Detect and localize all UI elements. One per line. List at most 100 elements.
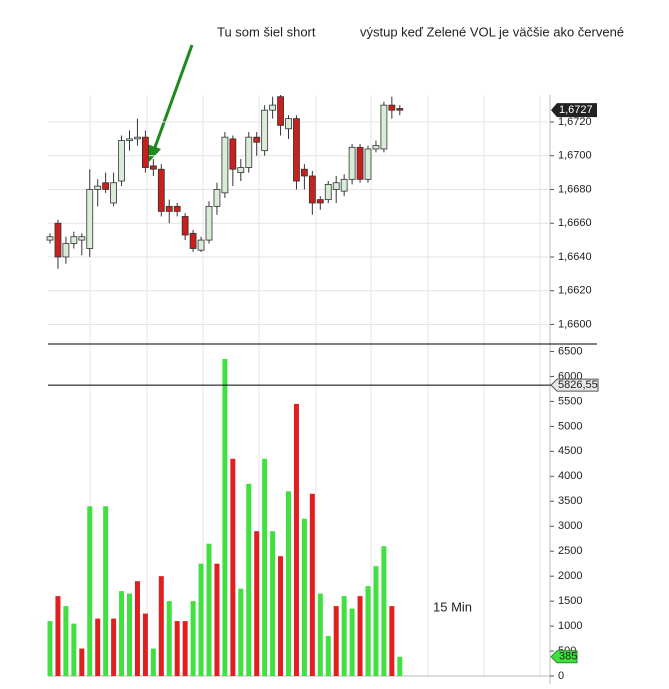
level-label: 5826,55 bbox=[558, 379, 598, 391]
candle-body bbox=[332, 182, 340, 190]
y-tick-label: 1,6680 bbox=[558, 183, 592, 195]
y-tick-label: 2500 bbox=[558, 545, 582, 557]
volume-bar bbox=[150, 648, 156, 676]
last-volume-marker bbox=[550, 650, 578, 664]
candle-body bbox=[396, 108, 404, 111]
last-price-marker bbox=[551, 103, 597, 118]
last-price-label: 1,6727 bbox=[559, 104, 593, 116]
candle-body bbox=[380, 104, 388, 150]
candle-body bbox=[46, 236, 54, 241]
candle-body bbox=[213, 189, 221, 207]
candle-body bbox=[261, 109, 269, 152]
volume-bar bbox=[365, 586, 371, 676]
volume-bar bbox=[349, 608, 355, 676]
candle-body bbox=[205, 205, 213, 241]
candle-body bbox=[189, 232, 197, 249]
candle-body bbox=[118, 140, 125, 182]
volume-bar bbox=[389, 606, 395, 676]
volume-bar bbox=[71, 623, 77, 676]
y-tick-label: 3500 bbox=[558, 495, 582, 507]
candle-body bbox=[149, 165, 157, 170]
volume-bar bbox=[381, 546, 387, 676]
annotation: výstup keď Zelené VOL je väčšie ako červ… bbox=[360, 24, 624, 39]
y-tick-label: 0 bbox=[558, 670, 564, 682]
candle-body bbox=[221, 136, 229, 194]
volume-bar bbox=[127, 593, 132, 676]
candle-body bbox=[126, 138, 133, 141]
volume-bar bbox=[111, 618, 117, 676]
candle-body bbox=[364, 148, 372, 180]
volume-bar bbox=[190, 601, 196, 676]
y-tick-label: 4000 bbox=[558, 470, 582, 482]
volume-bar bbox=[238, 588, 244, 676]
candle-body bbox=[197, 239, 205, 251]
volume-bar bbox=[174, 621, 180, 676]
volume-bar bbox=[134, 581, 140, 676]
volume-bar bbox=[79, 648, 85, 676]
candle-body bbox=[181, 216, 189, 236]
candle-body bbox=[388, 104, 396, 111]
candle-body bbox=[229, 138, 237, 170]
y-tick-label: 4500 bbox=[558, 445, 582, 457]
volume-bar bbox=[309, 493, 315, 676]
volume-bar bbox=[119, 591, 125, 676]
y-tick-label: 1500 bbox=[558, 595, 582, 607]
volume-bar bbox=[373, 566, 379, 676]
candle-body bbox=[316, 199, 324, 204]
arrow bbox=[152, 44, 194, 151]
candle-body bbox=[157, 168, 165, 212]
volume-bar bbox=[47, 621, 53, 676]
candle-body bbox=[324, 184, 332, 200]
volume-bar bbox=[166, 601, 172, 676]
volume-bar bbox=[317, 593, 323, 676]
candle-body bbox=[54, 222, 62, 258]
volume-bar bbox=[182, 621, 188, 676]
y-tick-label: 5000 bbox=[558, 420, 582, 432]
volume-bar bbox=[230, 458, 236, 676]
candle-body bbox=[134, 136, 141, 140]
candle-body bbox=[173, 205, 181, 212]
volume-bar bbox=[246, 483, 252, 676]
y-tick-label: 1,6700 bbox=[558, 150, 592, 162]
candle-body bbox=[102, 182, 110, 190]
y-tick-label: 1,6620 bbox=[558, 285, 592, 297]
y-tick-label: 1,6640 bbox=[558, 251, 592, 263]
y-tick-label: 3000 bbox=[558, 520, 582, 532]
volume-bar bbox=[270, 531, 276, 676]
volume-bar bbox=[301, 518, 307, 676]
candle-body bbox=[340, 178, 348, 192]
volume-bar bbox=[325, 636, 331, 676]
volume-bar bbox=[341, 596, 347, 676]
candle-body bbox=[141, 136, 149, 168]
volume-bar bbox=[214, 563, 220, 676]
candle-body bbox=[78, 236, 86, 241]
candle-body bbox=[165, 205, 173, 212]
volume-bar bbox=[95, 618, 101, 676]
candle-body bbox=[110, 182, 117, 204]
y-tick-label: 1000 bbox=[558, 620, 582, 632]
y-tick-label: 1,6600 bbox=[558, 318, 592, 330]
y-tick-label: 2000 bbox=[558, 570, 582, 582]
y-tick-label: 1,6660 bbox=[558, 217, 592, 229]
candle-body bbox=[285, 118, 292, 130]
candle-body bbox=[277, 96, 284, 126]
volume-bar bbox=[63, 606, 69, 676]
volume-bar bbox=[198, 563, 204, 676]
candle-body bbox=[62, 243, 70, 258]
y-tick-label: 1,6720 bbox=[558, 116, 592, 128]
annotation: 15 Min bbox=[433, 599, 472, 614]
y-tick-label: 6500 bbox=[558, 345, 582, 357]
candle-body bbox=[300, 168, 308, 177]
volume-bar bbox=[286, 491, 291, 676]
arrow-head bbox=[147, 144, 161, 162]
volume-bar bbox=[254, 531, 260, 676]
candle-body bbox=[86, 189, 94, 249]
volume-bar bbox=[87, 506, 93, 676]
candle-body bbox=[356, 146, 364, 180]
volume-bar bbox=[357, 596, 363, 676]
candle-body bbox=[308, 175, 316, 204]
candle-body bbox=[348, 146, 356, 180]
candle-body bbox=[70, 236, 78, 244]
volume-bar bbox=[103, 506, 109, 676]
